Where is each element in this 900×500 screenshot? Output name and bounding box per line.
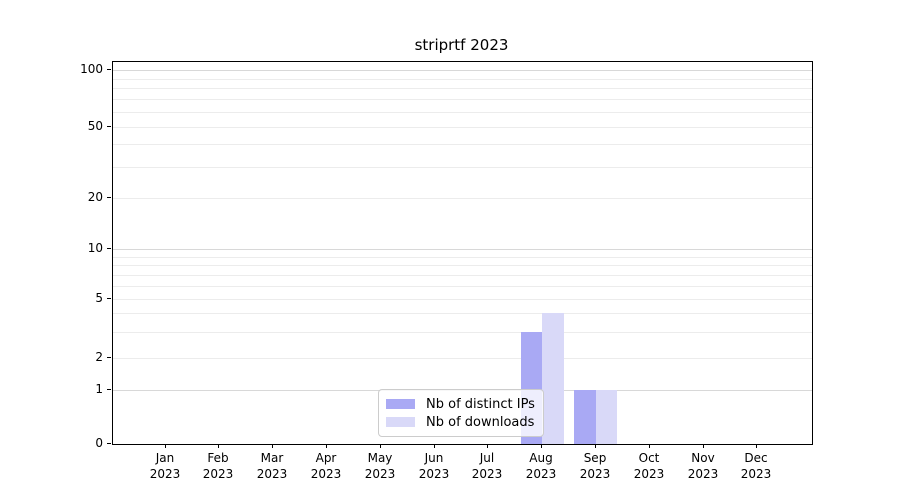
x-tick-mark bbox=[434, 444, 435, 448]
gridline-minor bbox=[113, 299, 812, 300]
gridline-minor bbox=[113, 313, 812, 314]
legend-label: Nb of downloads bbox=[426, 414, 535, 430]
x-tick-label-jul: Jul 2023 bbox=[457, 450, 517, 482]
chart-title: striprtf 2023 bbox=[414, 36, 509, 54]
legend-swatch-distinct-ips bbox=[386, 399, 415, 409]
y-tick-mark bbox=[107, 298, 111, 299]
x-tick-label-nov: Nov 2023 bbox=[673, 450, 733, 482]
x-tick-label-may: May 2023 bbox=[350, 450, 410, 482]
gridline-minor bbox=[113, 79, 812, 80]
y-tick-label: 20 bbox=[87, 190, 103, 204]
x-tick-month: Feb bbox=[207, 451, 229, 465]
x-tick-mark bbox=[380, 444, 381, 448]
x-tick-mark bbox=[703, 444, 704, 448]
x-tick-month: Dec bbox=[744, 451, 768, 465]
gridline-minor bbox=[113, 112, 812, 113]
x-tick-year: 2023 bbox=[633, 467, 665, 481]
x-tick-month: Apr bbox=[315, 451, 337, 465]
x-tick-year: 2023 bbox=[364, 467, 396, 481]
gridline-minor bbox=[113, 265, 812, 266]
y-tick-label: 0 bbox=[95, 436, 103, 450]
x-tick-mark bbox=[165, 444, 166, 448]
legend: Nb of distinct IPs Nb of downloads bbox=[378, 389, 544, 437]
x-tick-year: 2023 bbox=[418, 467, 450, 481]
y-tick-label: 50 bbox=[87, 119, 103, 133]
y-tick-mark bbox=[107, 443, 111, 444]
legend-row: Nb of downloads bbox=[386, 415, 535, 430]
x-tick-label-jan: Jan 2023 bbox=[135, 450, 195, 482]
gridline-minor bbox=[113, 286, 812, 287]
x-tick-mark bbox=[595, 444, 596, 448]
x-tick-label-mar: Mar 2023 bbox=[242, 450, 302, 482]
gridline-minor bbox=[113, 88, 812, 89]
legend-swatch-downloads bbox=[386, 417, 415, 427]
gridline-minor bbox=[113, 358, 812, 359]
y-tick-mark bbox=[107, 389, 111, 390]
x-tick-label-sep: Sep 2023 bbox=[565, 450, 625, 482]
x-tick-mark bbox=[756, 444, 757, 448]
gridline-minor bbox=[113, 257, 812, 258]
y-tick-mark bbox=[107, 69, 111, 70]
x-tick-year: 2023 bbox=[525, 467, 557, 481]
y-tick-mark bbox=[107, 357, 111, 358]
x-tick-month: Mar bbox=[260, 451, 284, 465]
bar-aug-downloads bbox=[542, 313, 564, 444]
x-tick-year: 2023 bbox=[149, 467, 181, 481]
gridline-minor bbox=[113, 127, 812, 128]
y-tick-mark bbox=[107, 126, 111, 127]
x-tick-year: 2023 bbox=[471, 467, 503, 481]
x-tick-year: 2023 bbox=[256, 467, 288, 481]
gridline-minor bbox=[113, 144, 812, 145]
x-tick-year: 2023 bbox=[579, 467, 611, 481]
x-tick-year: 2023 bbox=[202, 467, 234, 481]
x-tick-label-aug: Aug 2023 bbox=[511, 450, 571, 482]
bar-sep-distinct-ips bbox=[574, 390, 596, 444]
x-tick-month: Oct bbox=[638, 451, 660, 465]
x-tick-label-oct: Oct 2023 bbox=[619, 450, 679, 482]
plot-area bbox=[112, 61, 813, 445]
y-tick-mark bbox=[107, 248, 111, 249]
bar-sep-downloads bbox=[595, 390, 618, 444]
gridline-major bbox=[113, 249, 812, 250]
x-tick-mark bbox=[218, 444, 219, 448]
x-tick-mark bbox=[541, 444, 542, 448]
x-tick-year: 2023 bbox=[687, 467, 719, 481]
x-tick-mark bbox=[487, 444, 488, 448]
x-tick-year: 2023 bbox=[310, 467, 342, 481]
gridline-minor bbox=[113, 275, 812, 276]
gridline-major bbox=[113, 70, 812, 71]
x-tick-mark bbox=[649, 444, 650, 448]
x-tick-month: Aug bbox=[529, 451, 553, 465]
x-tick-month: Jul bbox=[479, 451, 495, 465]
x-tick-month: Sep bbox=[583, 451, 607, 465]
gridline-minor bbox=[113, 167, 812, 168]
gridline-minor bbox=[113, 99, 812, 100]
x-tick-month: Jun bbox=[424, 451, 444, 465]
y-tick-label: 100 bbox=[80, 62, 103, 76]
x-tick-label-dec: Dec 2023 bbox=[726, 450, 786, 482]
x-tick-mark bbox=[326, 444, 327, 448]
y-tick-mark bbox=[107, 197, 111, 198]
gridline-minor bbox=[113, 198, 812, 199]
x-tick-month: Jan bbox=[155, 451, 175, 465]
x-tick-label-jun: Jun 2023 bbox=[404, 450, 464, 482]
legend-row: Nb of distinct IPs bbox=[386, 397, 535, 412]
x-tick-label-apr: Apr 2023 bbox=[296, 450, 356, 482]
y-tick-label: 5 bbox=[95, 291, 103, 305]
y-tick-label: 10 bbox=[87, 241, 103, 255]
x-tick-mark bbox=[272, 444, 273, 448]
x-tick-month: May bbox=[367, 451, 393, 465]
y-tick-label: 2 bbox=[95, 350, 103, 364]
legend-label: Nb of distinct IPs bbox=[426, 396, 535, 412]
x-tick-label-feb: Feb 2023 bbox=[188, 450, 248, 482]
x-tick-year: 2023 bbox=[740, 467, 772, 481]
y-tick-label: 1 bbox=[95, 382, 103, 396]
gridline-minor bbox=[113, 332, 812, 333]
x-tick-month: Nov bbox=[691, 451, 715, 465]
